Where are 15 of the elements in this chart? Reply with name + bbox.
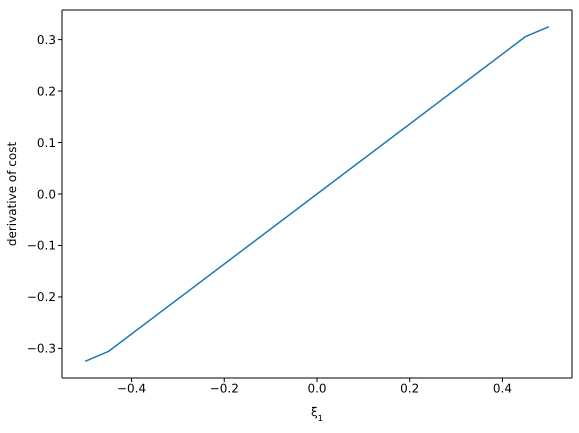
y-tick-label: 0.1 — [36, 136, 56, 150]
y-tick-label: 0.0 — [36, 187, 56, 202]
y-tick-label: −0.1 — [26, 238, 56, 253]
x-axis-title: ξ$_{1}$ — [310, 405, 324, 423]
y-tick-label: −0.3 — [26, 342, 56, 356]
y-tick-label: 0.2 — [36, 84, 56, 98]
x-tick-label: −0.2 — [210, 382, 239, 396]
x-tick-label: 0.4 — [492, 382, 512, 396]
x-tick-label: −0.4 — [116, 382, 146, 396]
y-tick-label: −0.2 — [26, 290, 56, 304]
y-axis-title: derivative of cost — [5, 142, 19, 246]
x-tick-label: 0.0 — [307, 382, 327, 396]
line-series — [84, 26, 550, 362]
y-tick-label: 0.3 — [36, 32, 56, 47]
x-tick-label: 0.2 — [400, 382, 420, 396]
